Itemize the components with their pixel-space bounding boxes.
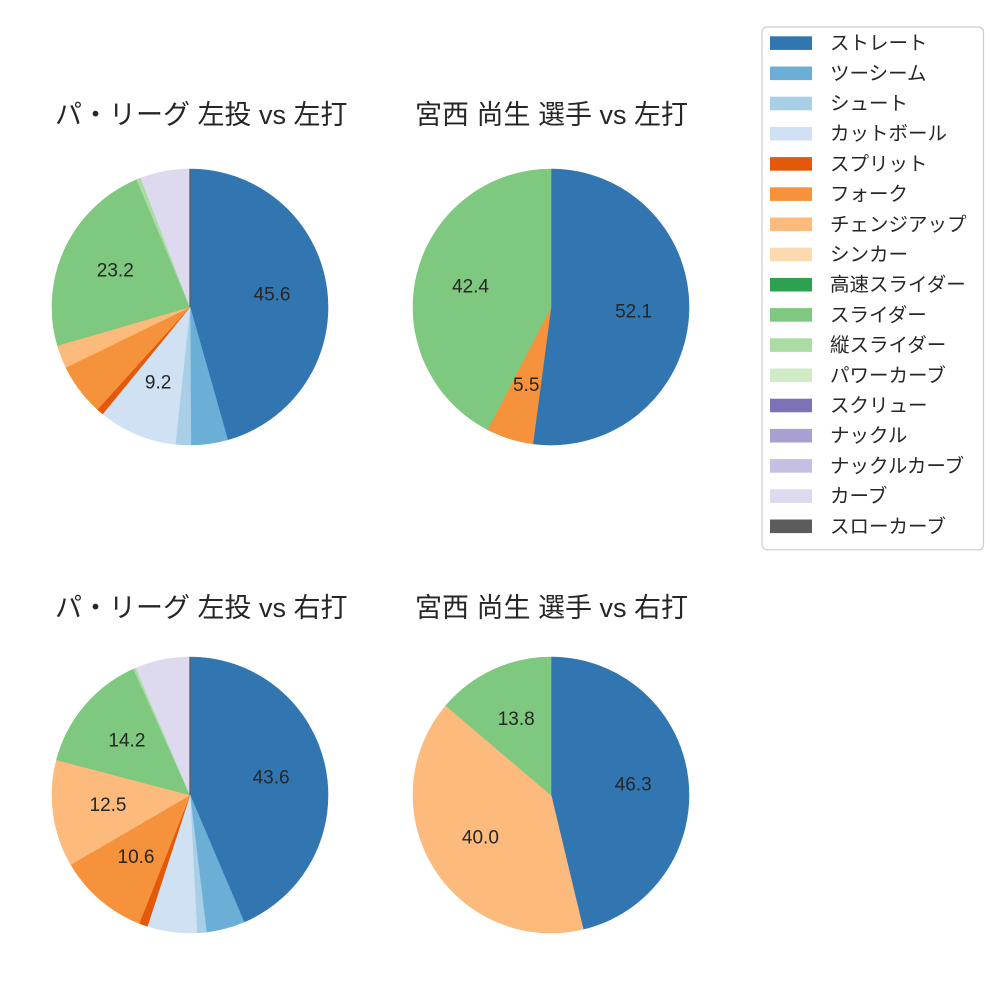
svg-text:52.1: 52.1: [615, 302, 652, 323]
svg-text:23.2: 23.2: [97, 260, 134, 281]
svg-text:12.5: 12.5: [90, 795, 127, 816]
svg-text:カットボール: カットボール: [830, 123, 947, 145]
svg-text:スライダー: スライダー: [830, 304, 927, 326]
svg-text:スローカーブ: スローカーブ: [830, 515, 946, 538]
svg-text:カーブ: カーブ: [830, 485, 887, 508]
svg-text:パ・リーグ 左投 vs 右打: パ・リーグ 左投 vs 右打: [55, 593, 348, 623]
svg-text:40.0: 40.0: [462, 827, 499, 848]
svg-text:フォーク: フォーク: [830, 184, 908, 206]
svg-text:ナックルカーブ: ナックルカーブ: [830, 454, 964, 477]
svg-text:9.2: 9.2: [145, 372, 171, 393]
svg-text:10.6: 10.6: [118, 847, 155, 868]
svg-text:45.6: 45.6: [254, 285, 291, 306]
svg-text:高速スライダー: 高速スライダー: [830, 274, 966, 296]
svg-text:42.4: 42.4: [452, 276, 489, 297]
svg-text:チェンジアップ: チェンジアップ: [830, 214, 967, 236]
svg-text:13.8: 13.8: [498, 709, 535, 730]
svg-text:ストレート: ストレート: [830, 33, 928, 55]
svg-text:宮西 尚生 選手 vs 左打: 宮西 尚生 選手 vs 左打: [415, 100, 688, 130]
svg-text:シュート: シュート: [830, 93, 908, 115]
svg-text:シンカー: シンカー: [830, 244, 908, 266]
svg-text:46.3: 46.3: [615, 774, 652, 795]
svg-text:縦スライダー: 縦スライダー: [830, 335, 946, 357]
svg-text:14.2: 14.2: [108, 730, 145, 751]
svg-text:宮西 尚生 選手 vs 右打: 宮西 尚生 選手 vs 右打: [415, 593, 688, 623]
svg-text:スプリット: スプリット: [830, 153, 928, 175]
svg-text:パワーカーブ: パワーカーブ: [830, 364, 946, 387]
svg-text:5.5: 5.5: [513, 375, 539, 396]
svg-text:ナックル: ナックル: [830, 425, 907, 447]
svg-text:43.6: 43.6: [253, 768, 290, 789]
svg-text:スクリュー: スクリュー: [830, 395, 928, 417]
svg-text:ツーシーム: ツーシーム: [830, 63, 927, 85]
svg-text:パ・リーグ 左投 vs 左打: パ・リーグ 左投 vs 左打: [55, 100, 348, 130]
